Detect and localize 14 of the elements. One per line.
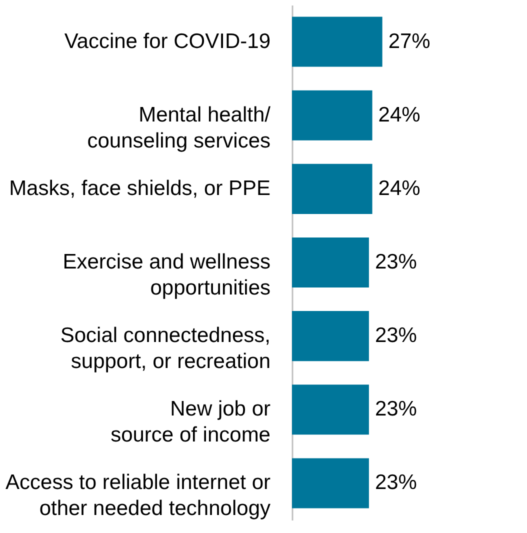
y-tick-label: Mental health/ counseling services — [87, 103, 271, 152]
data-label: 23% — [374, 324, 417, 348]
y-tick-label: Exercise and wellness opportunities — [62, 250, 270, 300]
y-tick-label: Vaccine for COVID-19 — [64, 30, 270, 53]
y-tick-label: Masks, face shields, or PPE — [9, 176, 270, 200]
y-tick-label: New job or source of income — [110, 398, 270, 447]
data-label: 23% — [374, 471, 417, 494]
data-label: 23% — [374, 398, 417, 421]
data-label: 24% — [378, 176, 420, 200]
data-label: 27% — [388, 30, 430, 53]
data-label: 23% — [374, 250, 417, 274]
data-label: 24% — [378, 103, 420, 126]
y-tick-label: Access to reliable internet or other needed technology — [6, 471, 271, 520]
y-tick-label: Social connectedness, support, or recreation — [60, 324, 270, 374]
